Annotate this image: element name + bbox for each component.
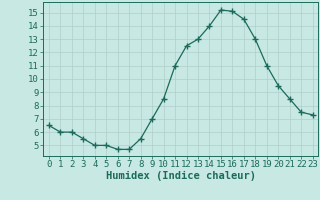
X-axis label: Humidex (Indice chaleur): Humidex (Indice chaleur) (106, 171, 256, 181)
